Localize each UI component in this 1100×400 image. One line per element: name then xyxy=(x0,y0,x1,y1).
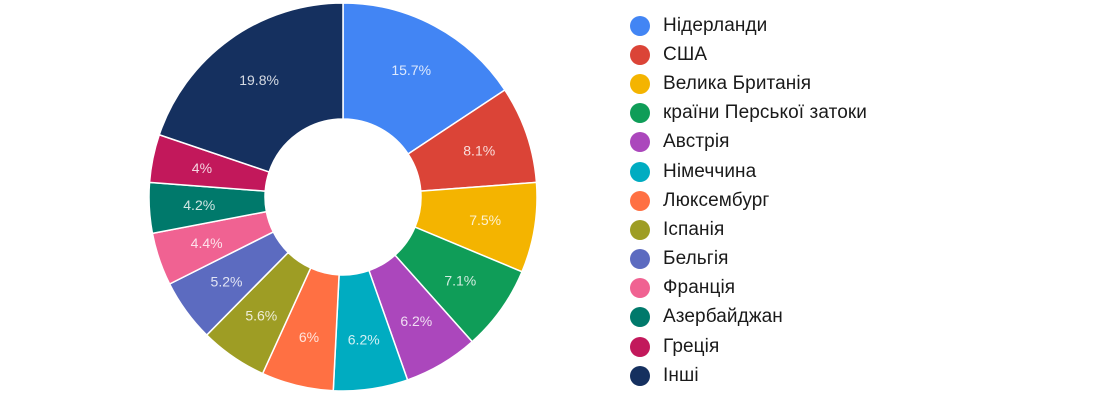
slice-percent-label: 5.6% xyxy=(245,308,277,324)
legend-label: Іспанія xyxy=(663,218,725,240)
legend-item-azerbaijan[interactable]: Азербайджан xyxy=(630,303,867,332)
legend-dot-icon xyxy=(630,103,650,124)
slice-percent-label: 6% xyxy=(299,329,319,345)
legend-dot-icon xyxy=(630,132,650,153)
legend-item-gulf-countries[interactable]: країни Перської затоки xyxy=(630,99,867,128)
slice-percent-label: 5.2% xyxy=(211,274,243,290)
legend-item-others[interactable]: Інші xyxy=(630,361,867,390)
legend-label: Німеччина xyxy=(663,160,757,182)
legend-item-uk[interactable]: Велика Британія xyxy=(630,69,867,98)
slice-percent-label: 7.1% xyxy=(444,273,476,289)
legend-label: Австрія xyxy=(663,131,730,153)
slice-percent-label: 4.2% xyxy=(183,197,215,213)
slice-percent-label: 4.4% xyxy=(191,235,223,251)
legend-label: Люксембург xyxy=(663,189,770,211)
slice-percent-label: 7.5% xyxy=(469,212,501,228)
legend-item-france[interactable]: Франція xyxy=(630,274,867,303)
slice-percent-label: 15.7% xyxy=(391,62,431,78)
chart-legend: Нідерланди США Велика Британія країни Пе… xyxy=(630,11,867,390)
legend-dot-icon xyxy=(630,336,650,357)
legend-label: США xyxy=(663,43,708,65)
legend-dot-icon xyxy=(630,190,650,211)
legend-item-usa[interactable]: США xyxy=(630,40,867,69)
legend-dot-icon xyxy=(630,44,650,65)
slice-percent-label: 6.2% xyxy=(400,313,432,329)
legend-label: Бельгія xyxy=(663,248,729,270)
donut-chart-svg: 15.7% 8.1% 7.5% 7.1% 6.2% 6.2% 6% 5.6% 5.2% 4.4% 4… xyxy=(148,2,538,392)
legend-item-luxembourg[interactable]: Люксембург xyxy=(630,186,867,215)
slice-percent-label: 4% xyxy=(192,160,212,176)
legend-dot-icon xyxy=(630,73,650,94)
legend-item-austria[interactable]: Австрія xyxy=(630,128,867,157)
donut-slice[interactable] xyxy=(158,2,344,173)
legend-label: Франція xyxy=(663,277,736,299)
legend-dot-icon xyxy=(630,307,650,328)
donut-chart: 15.7% 8.1% 7.5% 7.1% 6.2% 6.2% 6% 5.6% 5.2% 4.4% 4… xyxy=(148,2,538,392)
slice-percent-label: 19.8% xyxy=(239,72,279,88)
legend-item-greece[interactable]: Греція xyxy=(630,332,867,361)
legend-label: Азербайджан xyxy=(663,306,783,328)
legend-dot-icon xyxy=(630,219,650,240)
legend-label: Велика Британія xyxy=(663,72,812,94)
legend-dot-icon xyxy=(630,365,650,386)
legend-label: країни Перської затоки xyxy=(663,102,867,124)
legend-dot-icon xyxy=(630,278,650,299)
legend-dot-icon xyxy=(630,15,650,36)
legend-item-belgium[interactable]: Бельгія xyxy=(630,245,867,274)
legend-label: Інші xyxy=(663,364,699,386)
legend-label: Греція xyxy=(663,335,720,357)
legend-item-spain[interactable]: Іспанія xyxy=(630,215,867,244)
legend-item-germany[interactable]: Німеччина xyxy=(630,157,867,186)
legend-dot-icon xyxy=(630,161,650,182)
slice-percent-label: 8.1% xyxy=(463,142,495,158)
slice-percent-label: 6.2% xyxy=(348,331,380,347)
legend-item-netherlands[interactable]: Нідерланди xyxy=(630,11,867,40)
legend-label: Нідерланди xyxy=(663,14,768,36)
legend-dot-icon xyxy=(630,249,650,270)
